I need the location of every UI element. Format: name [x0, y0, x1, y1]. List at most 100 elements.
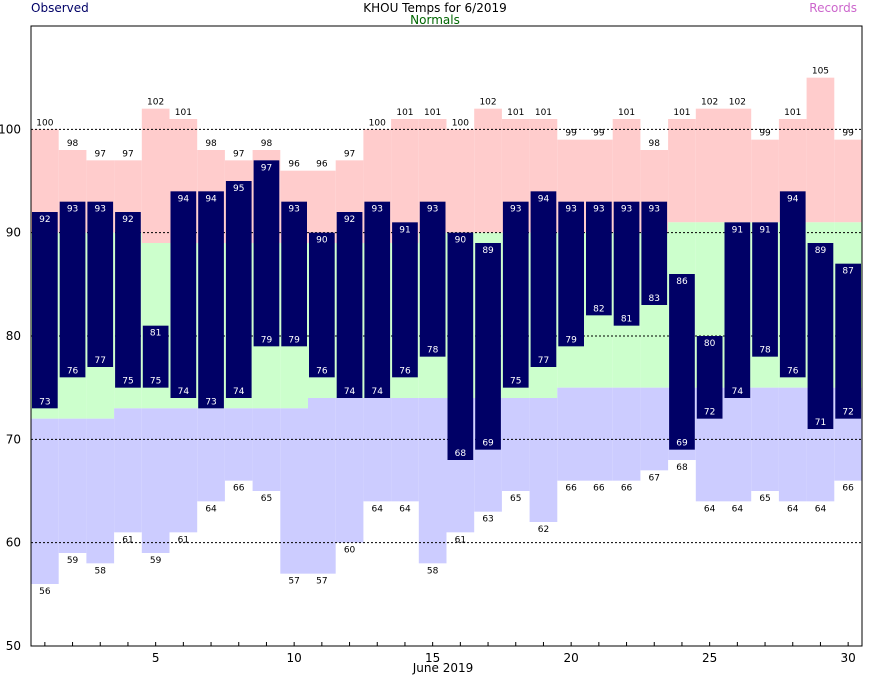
observed-low-label: 76 [399, 366, 411, 376]
plot-border [30, 25, 863, 647]
record-low-band [114, 408, 142, 533]
record-high-label: 101 [507, 108, 524, 118]
record-high-label: 98 [261, 139, 273, 149]
observed-low-label: 75 [510, 377, 521, 387]
record-high-label: 97 [233, 149, 244, 159]
observed-low-label: 76 [67, 366, 79, 376]
record-low-band [585, 387, 613, 481]
observed-low-label: 78 [427, 346, 439, 356]
observed-low-label: 74 [344, 387, 356, 397]
observed-high-label: 94 [787, 194, 799, 204]
record-high-label: 102 [147, 98, 164, 108]
record-low-label: 60 [344, 546, 356, 556]
record-low-label: 66 [621, 484, 633, 494]
y-tick-label: 80 [6, 329, 21, 343]
observed-high-label: 91 [732, 225, 743, 235]
observed-bar [475, 243, 501, 450]
y-tick-label: 70 [6, 432, 21, 446]
observed-bar [281, 201, 307, 347]
observed-low-label: 83 [649, 294, 660, 304]
observed-high-label: 90 [455, 236, 467, 246]
observed-high-label: 87 [842, 267, 853, 277]
record-high-label: 102 [729, 98, 746, 108]
observed-bar [142, 325, 169, 388]
record-low-band [197, 408, 225, 502]
observed-high-label: 95 [233, 184, 244, 194]
observed-low-label: 81 [621, 315, 632, 325]
record-high-label: 97 [122, 149, 133, 159]
x-tick-label: 5 [152, 651, 160, 665]
record-high-label: 97 [344, 149, 355, 159]
observed-bar [59, 201, 86, 378]
observed-low-label: 75 [150, 377, 161, 387]
record-high-band [308, 170, 336, 243]
record-high-label: 98 [205, 139, 217, 149]
record-low-label: 64 [787, 504, 799, 514]
observed-bar [364, 201, 391, 398]
record-high-band [751, 139, 779, 223]
record-low-band [363, 398, 392, 502]
record-high-band [668, 119, 696, 223]
observed-low-label: 76 [316, 366, 328, 376]
record-high-label: 101 [673, 108, 690, 118]
record-high-label: 105 [812, 67, 829, 77]
x-tick-label: 30 [841, 651, 856, 665]
record-low-label: 57 [316, 577, 327, 587]
record-low-label: 63 [482, 515, 493, 525]
record-high-band [141, 108, 170, 244]
observed-bar [336, 212, 363, 398]
record-low-band [501, 398, 530, 491]
observed-high-label: 97 [261, 163, 272, 173]
chart-title: KHOU Temps for 6/2019 [363, 1, 507, 15]
record-low-band [280, 408, 308, 574]
record-low-band [391, 398, 419, 502]
observed-high-label: 93 [288, 205, 299, 215]
observed-bar [447, 232, 474, 460]
observed-bar [309, 232, 335, 378]
record-high-band [806, 77, 835, 223]
observed-high-label: 94 [178, 194, 190, 204]
record-low-band [141, 408, 170, 553]
observed-high-label: 90 [316, 236, 328, 246]
observed-low-label: 79 [288, 335, 300, 345]
record-low-band [335, 398, 364, 543]
record-high-label: 99 [842, 129, 854, 139]
record-low-band [58, 418, 87, 553]
record-high-label: 101 [175, 108, 192, 118]
record-high-label: 99 [759, 129, 771, 139]
observed-high-label: 92 [344, 215, 355, 225]
record-low-label: 56 [39, 587, 51, 597]
observed-high-label: 93 [593, 205, 604, 215]
observed-low-label: 73 [39, 397, 50, 407]
y-tick-label: 50 [6, 639, 21, 653]
observed-high-label: 93 [67, 205, 78, 215]
observed-high-label: 94 [538, 194, 550, 204]
observed-low-label: 72 [842, 408, 853, 418]
record-low-label: 64 [205, 504, 217, 514]
observed-legend-label: Observed [31, 1, 89, 15]
observed-high-label: 91 [759, 225, 770, 235]
record-low-band [612, 387, 641, 481]
observed-high-label: 81 [150, 329, 161, 339]
observed-bar [115, 212, 141, 388]
record-high-label: 96 [316, 160, 328, 170]
observed-bar [586, 201, 612, 316]
observed-low-label: 69 [482, 439, 494, 449]
record-low-label: 61 [455, 535, 466, 545]
observed-low-label: 69 [676, 439, 688, 449]
observed-high-label: 93 [95, 205, 106, 215]
observed-bar [558, 201, 584, 347]
record-low-label: 66 [593, 484, 605, 494]
observed-low-label: 77 [95, 356, 106, 366]
observed-bar [253, 160, 280, 347]
observed-low-label: 78 [759, 346, 771, 356]
record-high-label: 101 [535, 108, 552, 118]
observed-bar [724, 222, 751, 398]
observed-low-label: 74 [372, 387, 384, 397]
observed-low-label: 73 [205, 397, 216, 407]
record-low-label: 64 [815, 504, 827, 514]
normals-legend-label: Normals [410, 13, 460, 27]
observed-bar [502, 201, 529, 388]
observed-low-label: 74 [233, 387, 245, 397]
x-tick-label: 20 [564, 651, 579, 665]
